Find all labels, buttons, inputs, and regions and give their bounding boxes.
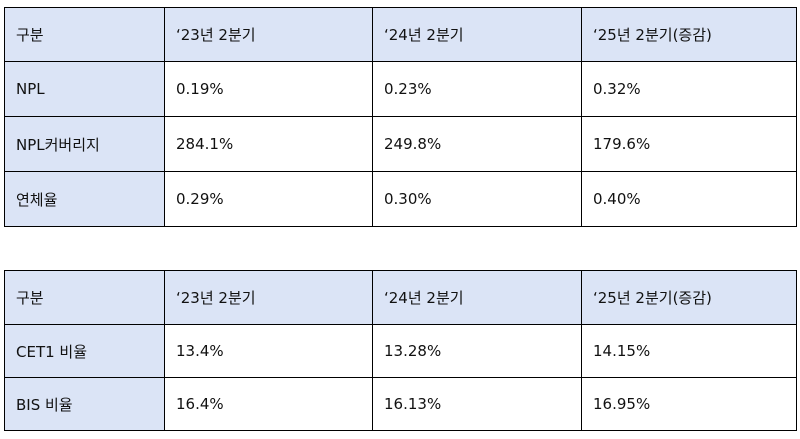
header-cell-category: 구분 [4,270,165,325]
table-row-npl: NPL 0.19% 0.23% 0.32% [4,61,797,117]
table-row-bis-ratio: BIS 비율 16.4% 16.13% 16.95% [4,377,797,431]
value-cell: 284.1% [164,116,373,172]
header-cell-2023-q2: ‘23년 2분기 [164,270,373,325]
value-cell: 0.19% [164,61,373,117]
value-cell: 249.8% [372,116,582,172]
value-cell: 14.15% [581,324,797,378]
table-row-npl-coverage: NPL커버리지 284.1% 249.8% 179.6% [4,116,797,172]
header-cell-2024-q2: ‘24년 2분기 [372,7,582,62]
header-cell-2025-q2: ‘25년 2분기(증감) [581,270,797,325]
table-row-cet1-ratio: CET1 비율 13.4% 13.28% 14.15% [4,324,797,378]
header-cell-2025-q2: ‘25년 2분기(증감) [581,7,797,62]
row-label: CET1 비율 [4,324,165,378]
value-cell: 0.40% [581,171,797,227]
value-cell: 13.28% [372,324,582,378]
row-label: NPL커버리지 [4,116,165,172]
row-label: 연체율 [4,171,165,227]
value-cell: 0.30% [372,171,582,227]
table-header-row: 구분 ‘23년 2분기 ‘24년 2분기 ‘25년 2분기(증감) [4,7,797,62]
value-cell: 16.13% [372,377,582,431]
value-cell: 13.4% [164,324,373,378]
table-header-row: 구분 ‘23년 2분기 ‘24년 2분기 ‘25년 2분기(증감) [4,270,797,325]
row-label: NPL [4,61,165,117]
table-row-delinquency-rate: 연체율 0.29% 0.30% 0.40% [4,171,797,227]
row-label: BIS 비율 [4,377,165,431]
capital-ratio-table: 구분 ‘23년 2분기 ‘24년 2분기 ‘25년 2분기(증감) CET1 비… [4,270,797,431]
value-cell: 16.4% [164,377,373,431]
value-cell: 0.32% [581,61,797,117]
value-cell: 0.23% [372,61,582,117]
asset-quality-table: 구분 ‘23년 2분기 ‘24년 2분기 ‘25년 2분기(증감) NPL 0.… [4,7,797,227]
value-cell: 0.29% [164,171,373,227]
header-cell-category: 구분 [4,7,165,62]
value-cell: 16.95% [581,377,797,431]
header-cell-2024-q2: ‘24년 2분기 [372,270,582,325]
value-cell: 179.6% [581,116,797,172]
header-cell-2023-q2: ‘23년 2분기 [164,7,373,62]
